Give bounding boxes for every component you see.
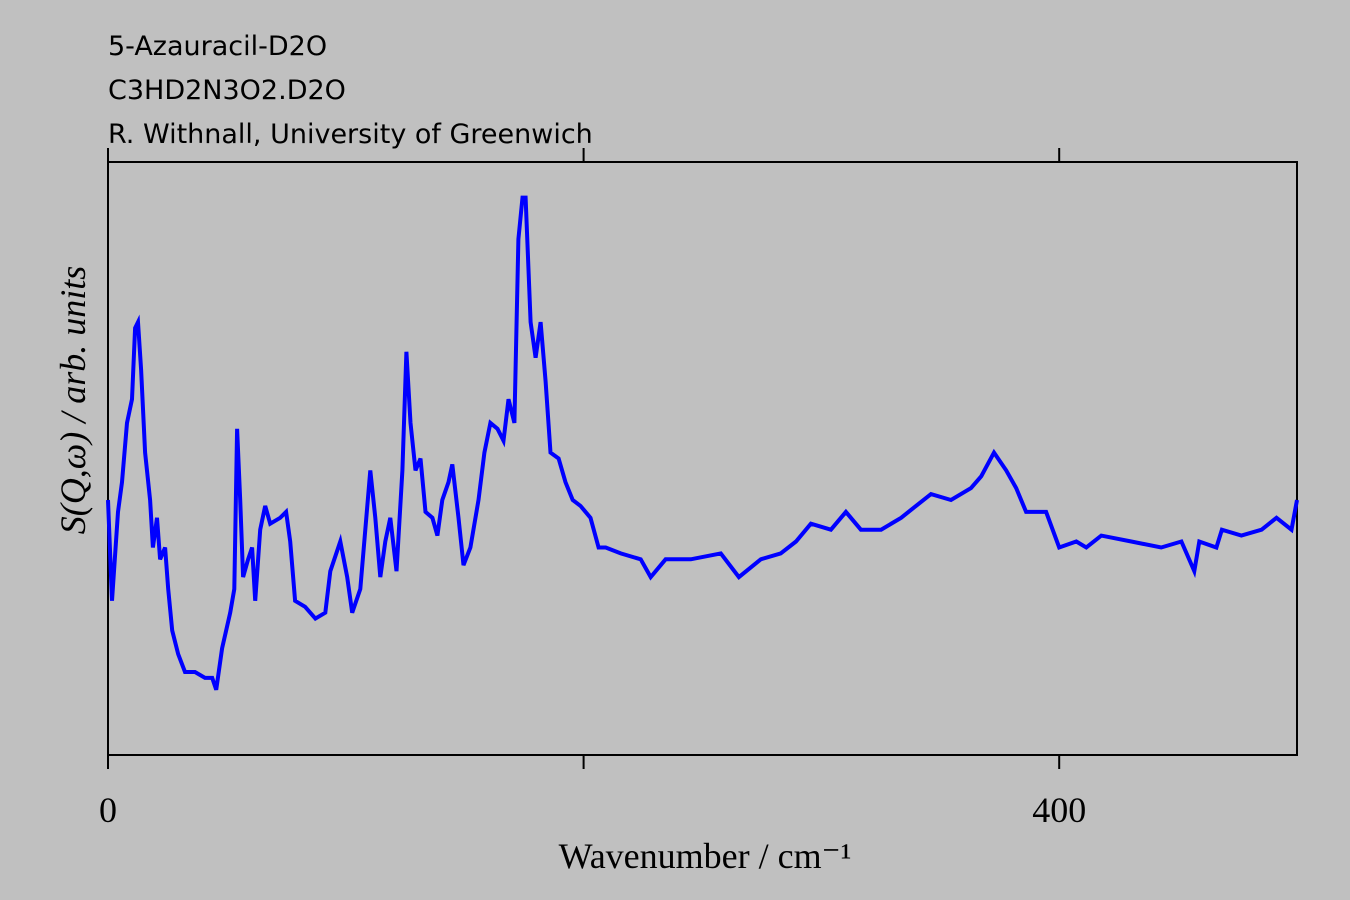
x-axis-label: Wavenumber / cm⁻¹ xyxy=(559,836,852,876)
x-tick-label: 0 xyxy=(99,790,117,830)
title-line: 5-Azauracil-D2O xyxy=(108,31,327,62)
plot-frame xyxy=(107,161,1298,756)
y-axis-label: S(Q,ω) / arb. units xyxy=(53,266,93,534)
title-line: R. Withnall, University of Greenwich xyxy=(108,119,593,150)
spectrum-line xyxy=(106,195,1299,691)
x-tick-label: 400 xyxy=(1032,790,1086,830)
title-line: C3HD2N3O2.D2O xyxy=(108,75,346,106)
